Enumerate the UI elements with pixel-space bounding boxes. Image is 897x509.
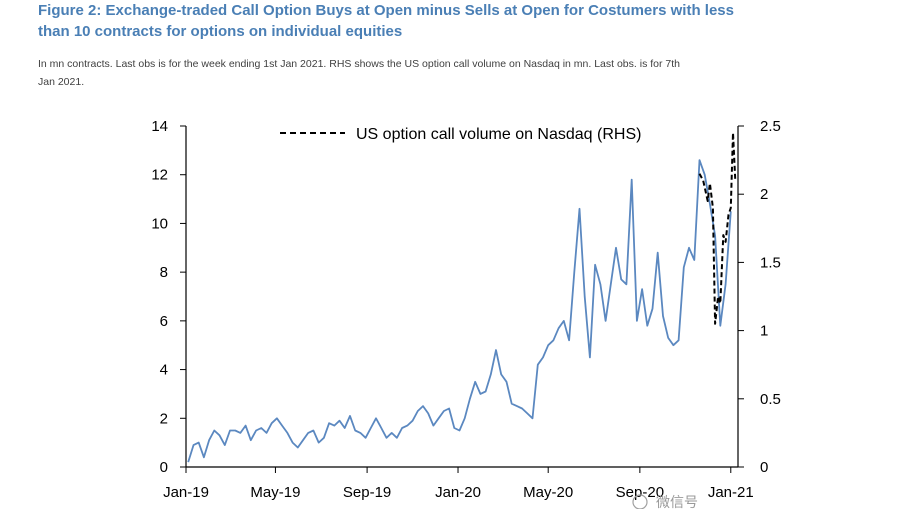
left-y-tick-label: 10 (151, 215, 168, 232)
series-layer (187, 131, 737, 463)
right-y-tick-label: 0 (760, 459, 768, 476)
x-tick-label: May-19 (250, 484, 300, 501)
wechat-icon (632, 494, 648, 509)
right-y-tick-label: 1.5 (760, 254, 781, 271)
x-tick-label: Jan-21 (708, 484, 754, 501)
chart-subtitle-line-1: In mn contracts. Last obs is for the wee… (38, 58, 681, 70)
left-y-tick-label: 12 (151, 167, 168, 184)
left-y-tick-label: 14 (151, 118, 168, 135)
chart-title-line-1: Figure 2: Exchange-traded Call Option Bu… (38, 2, 734, 19)
legend: US option call volume on Nasdaq (RHS) (280, 126, 641, 143)
x-tick-label: Jan-20 (435, 484, 481, 501)
left-y-tick-label: 6 (160, 313, 168, 330)
series-nasdaq-call-volume-line (698, 131, 737, 325)
left-y-tick-label: 2 (160, 410, 168, 427)
watermark: 微信号 (632, 494, 698, 509)
x-tick-label: Sep-20 (616, 484, 664, 501)
left-y-tick-label: 8 (160, 264, 168, 281)
watermark-text: 微信号 (656, 495, 698, 509)
right-y-tick-label: 2 (760, 186, 768, 203)
left-y-tick-label: 4 (160, 362, 168, 379)
right-y-tick-label: 1 (760, 323, 768, 340)
chart-subtitle: In mn contracts. Last obs is for the wee… (38, 55, 883, 91)
x-tick-label: Sep-19 (343, 484, 391, 501)
right-y-tick-label: 2.5 (760, 118, 781, 135)
x-tick-label: May-20 (523, 484, 573, 501)
left-y-tick-label: 0 (160, 459, 168, 476)
ticks-layer: 0 2 4 6 8 10 12 14 0 0.5 1 1.5 2 2.5 Jan-19 May-19 Sep-1… (151, 118, 781, 501)
legend-label-series-2: US option call volume on Nasdaq (RHS) (356, 126, 641, 143)
right-y-tick-label: 0.5 (760, 391, 781, 408)
chart-subtitle-line-2: Jan 2021. (38, 76, 85, 88)
chart-title: Figure 2: Exchange-traded Call Option Bu… (38, 0, 878, 42)
chart-title-line-2: than 10 contracts for options on individ… (38, 23, 403, 40)
series-call-buys-minus-sells-line (187, 159, 732, 463)
x-tick-label: Jan-19 (163, 484, 209, 501)
